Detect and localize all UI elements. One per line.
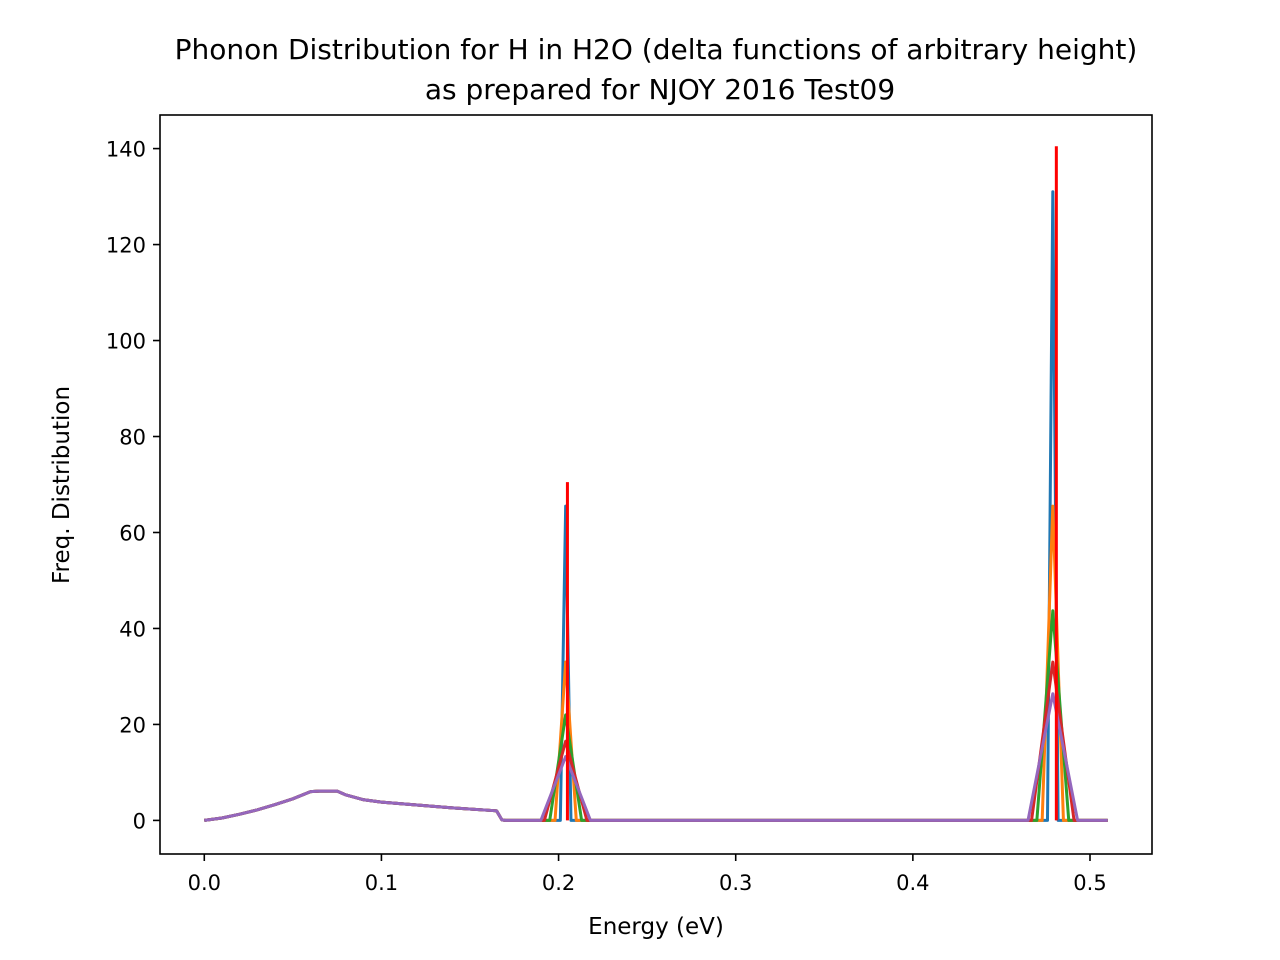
y-tick-label: 140: [106, 138, 146, 162]
y-tick-label: 80: [119, 426, 146, 450]
x-tick-label: 0.3: [719, 871, 752, 895]
series-line-1: [204, 190, 1108, 822]
x-tick-label: 0.5: [1073, 871, 1106, 895]
y-axis: 0 20 40 60 80 100 120 140: [106, 138, 160, 833]
y-tick-label: 60: [119, 521, 146, 545]
y-tick-label: 120: [106, 234, 146, 258]
plot-frame: [159, 114, 1153, 855]
y-tick-label: 100: [106, 330, 146, 354]
x-tick-label: 0.1: [365, 871, 398, 895]
y-axis-label: Freq. Distribution: [49, 386, 75, 584]
series-line-2: [204, 504, 1108, 822]
series-line-4: [204, 660, 1108, 822]
chart-subtitle: as prepared for NJOY 2016 Test09: [425, 73, 895, 106]
x-tick-label: 0.0: [188, 871, 221, 895]
x-tick-label: 0.4: [896, 871, 929, 895]
series-line-5: [204, 692, 1108, 822]
plot-lines: [204, 146, 1108, 822]
x-tick-label: 0.2: [542, 871, 575, 895]
series-line-3: [204, 609, 1108, 822]
y-tick-label: 40: [119, 617, 146, 641]
y-tick-label: 0: [133, 809, 146, 833]
x-axis: 0.0 0.1 0.2 0.3 0.4 0.5: [188, 854, 1107, 895]
x-axis-label: Energy (eV): [588, 914, 724, 940]
y-tick-label: 20: [119, 713, 146, 737]
chart-title: Phonon Distribution for H in H2O (delta …: [175, 33, 1138, 66]
